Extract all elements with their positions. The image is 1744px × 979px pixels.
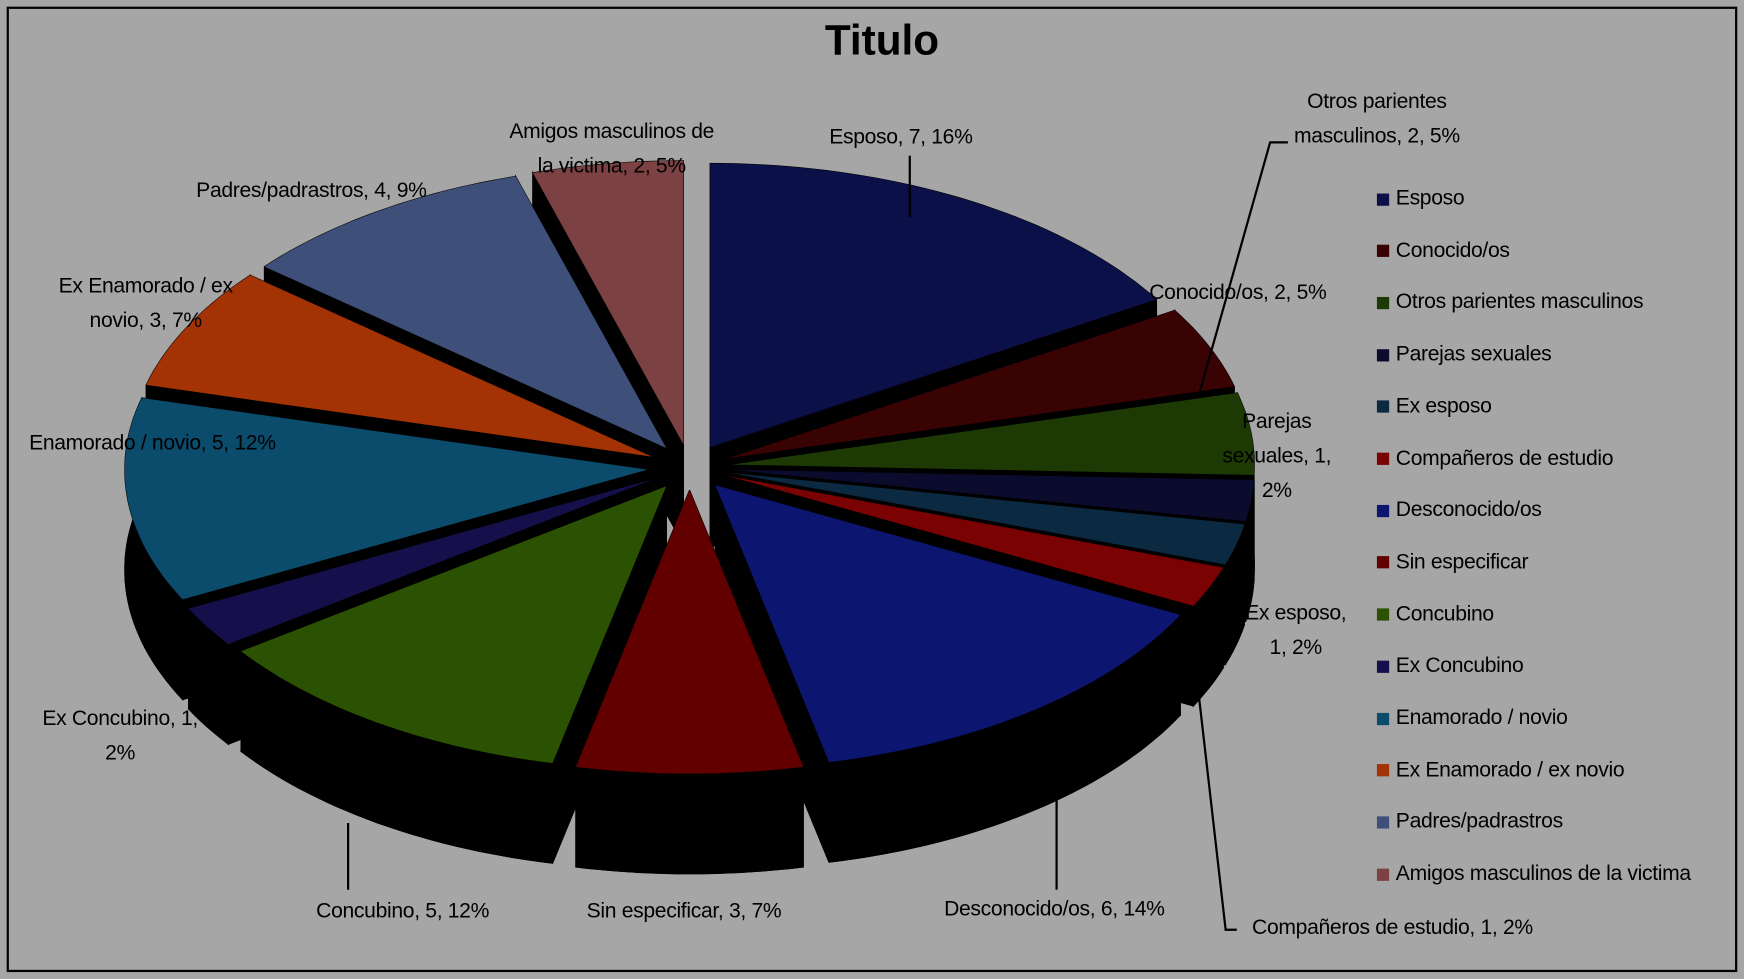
legend-swatch [1376,296,1390,310]
data-label: Ex Concubino, 1, 2% [42,707,198,766]
data-label: Desconocido/os, 6, 14% [944,897,1165,921]
slice-side [1224,524,1245,667]
legend-item: Enamorado / novio [1376,706,1568,730]
data-label: Concubino, 5, 12% [316,899,490,924]
data-label: Esposo, 7, 16% [829,125,973,150]
legend-item: Padres/padrastros [1376,810,1563,834]
legend-label: Ex esposo [1395,394,1492,418]
legend-label: Ex Concubino [1395,654,1524,678]
slice [731,469,1255,522]
legend-swatch [1376,244,1390,258]
legend-swatch [1376,556,1390,569]
legend-label: Padres/padrastros [1395,810,1563,834]
slice [714,484,1182,863]
slice [146,275,652,457]
slice [575,489,805,875]
legend-label: Otros parientes masculinos [1395,290,1644,315]
legend-swatch [1376,504,1390,517]
data-label: Compañeros de estudio, 1, 2% [1252,916,1533,940]
legend-item: Otros parientes masculinos [1376,290,1644,315]
data-label: Otros parientes masculinos, 2, 5% [1293,90,1460,148]
slice [728,310,1235,459]
legend-item: Conocido/os [1376,238,1510,263]
data-label: Amigos masculinos de la victima, 2, 5% [509,120,715,178]
legend-label: Esposo [1395,186,1465,211]
slice [188,479,654,645]
data-label: Conocido/os, 2, 5% [1149,281,1327,305]
leader-lines [347,141,1288,931]
legend-item: Desconocido/os [1376,498,1542,522]
legend-item: Compañeros de estudio [1376,446,1614,471]
leader-line [1197,141,1288,396]
slice [264,176,667,448]
legend-swatch [1376,452,1390,465]
legend-swatch [1376,660,1390,673]
legend-swatch [1376,868,1390,881]
leader-line [1194,667,1237,931]
slice [239,485,668,864]
legend-item: Parejas sexuales [1376,342,1552,367]
legend-swatch [1376,764,1390,777]
data-label: Ex esposo, 1, 2% [1245,601,1347,660]
legend-swatch [1376,816,1390,829]
slice [575,490,804,774]
data-label: Padres/padrastros, 4, 9% [196,179,427,203]
legend-label: Concubino [1395,602,1494,626]
data-label: Enamorado / novio, 5, 12% [29,431,276,455]
legend-swatch [1376,192,1390,206]
legend-item: Ex Concubino [1376,654,1524,678]
legend-item: Ex esposo [1376,394,1492,419]
slice [728,476,1224,606]
frame [6,6,1738,973]
legend-swatch [1376,608,1390,621]
slice [710,163,1157,448]
slice [241,486,667,764]
legend-swatch [1376,348,1390,362]
data-label: Ex Enamorado / ex novio, 3, 7% [58,274,233,333]
slice [730,472,1245,565]
legend-label: Ex Enamorado / ex novio [1395,758,1625,782]
legend-item: Sin especificar [1376,550,1529,574]
slice-side [575,766,804,875]
slice [715,485,1181,763]
legend-item: Ex Enamorado / ex novio [1376,758,1625,782]
legend-label: Compañeros de estudio [1395,446,1614,470]
legend-label: Parejas sexuales [1395,342,1552,367]
data-label: Parejas sexuales, 1, 2% [1222,410,1332,503]
legend-label: Enamorado / novio [1395,706,1568,730]
slice [731,392,1255,476]
slice-side [188,607,229,746]
legend-swatch [1376,400,1390,413]
legend-item: Concubino [1376,602,1494,626]
legend-label: Amigos masculinos de la victima [1395,862,1691,886]
leader-line [1211,599,1244,617]
legend-item: Esposo [1376,186,1465,211]
legend-label: Conocido/os [1395,238,1510,263]
slice [124,397,648,600]
chart-title: Titulo [824,17,940,65]
legend-swatch [1376,712,1390,725]
legend-label: Desconocido/os [1395,498,1542,522]
legend-item: Amigos masculinos de la victima [1376,862,1691,886]
data-label: Sin especificar, 3, 7% [586,899,782,924]
slice [532,160,684,445]
legend-label: Sin especificar [1395,550,1529,574]
